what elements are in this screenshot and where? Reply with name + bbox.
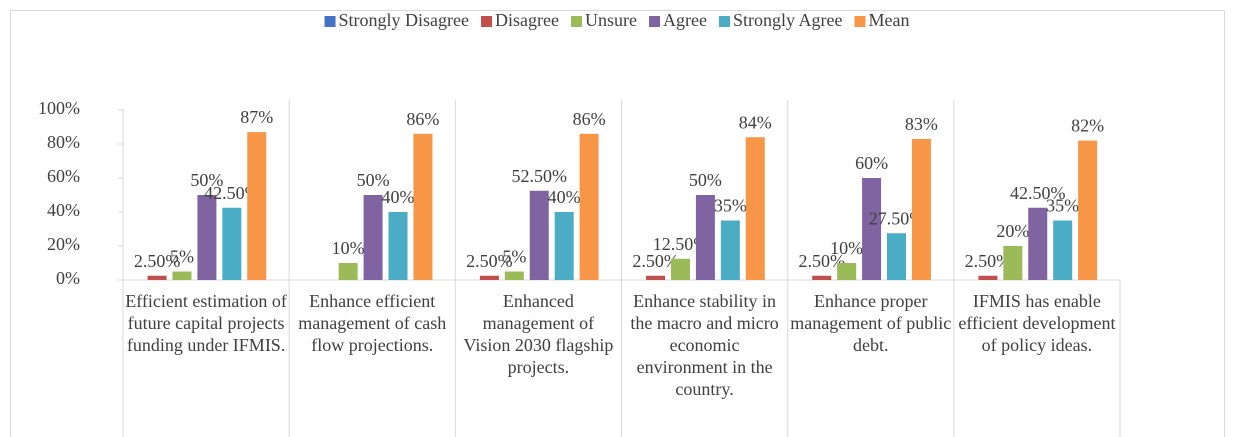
- bar: [579, 133, 599, 280]
- data-label: 40%: [382, 187, 415, 207]
- bar: [1028, 207, 1048, 280]
- bar: [695, 195, 715, 280]
- bar: [862, 178, 882, 280]
- bar: [147, 275, 167, 280]
- bar: [363, 195, 383, 280]
- x-tick-label: Enhanced management of Vision 2030 flags…: [463, 291, 614, 377]
- x-tick-label: Efficient estimation of future capital p…: [125, 291, 287, 355]
- bar: [812, 275, 832, 280]
- y-tick-label: 40%: [47, 200, 80, 220]
- data-label: 52.50%: [511, 166, 567, 186]
- data-label: 2.50%: [134, 251, 181, 271]
- bar: [887, 233, 907, 280]
- bar: [978, 275, 998, 280]
- legend-swatch: [324, 16, 336, 27]
- bar: [837, 263, 857, 280]
- bar: [388, 212, 408, 280]
- bar: [338, 263, 358, 280]
- bar: [172, 271, 192, 280]
- bar: [720, 220, 740, 280]
- bar: [1003, 246, 1023, 280]
- legend-label: Strongly Agree: [733, 10, 843, 30]
- y-tick-label: 60%: [47, 166, 80, 186]
- data-label: 50%: [689, 170, 722, 190]
- y-tick-label: 80%: [47, 132, 80, 152]
- chart-border: [10, 10, 1225, 437]
- bar: [504, 271, 524, 280]
- data-label: 86%: [573, 109, 606, 129]
- data-label: 2.50%: [466, 251, 513, 271]
- data-label: 42.50%: [1010, 183, 1066, 203]
- data-label: 35%: [1046, 196, 1079, 216]
- data-label: 2.50%: [632, 251, 679, 271]
- legend-label: Agree: [663, 10, 707, 30]
- legend-label: Unsure: [585, 10, 637, 30]
- legend-swatch: [854, 16, 866, 27]
- legend-swatch: [481, 16, 493, 27]
- bar: [413, 133, 433, 280]
- bar: [1078, 140, 1098, 280]
- data-label: 10%: [830, 238, 863, 258]
- bar: [745, 137, 765, 280]
- legend-swatch: [648, 16, 660, 27]
- data-label: 12.50%: [653, 234, 709, 254]
- data-label: 2.50%: [965, 251, 1012, 271]
- bar: [197, 195, 217, 280]
- y-tick-label: 20%: [47, 234, 80, 254]
- data-label: 83%: [905, 114, 938, 134]
- legend-swatch: [718, 16, 730, 27]
- x-tick-label: Enhance stability in the macro and micro…: [630, 291, 779, 399]
- bar: [670, 258, 690, 280]
- data-label: 86%: [406, 109, 439, 129]
- bar: [479, 275, 499, 280]
- x-tick-label: IFMIS has enable efficient development o…: [958, 291, 1116, 355]
- bar: [646, 275, 666, 280]
- data-label: 60%: [855, 153, 888, 173]
- bar: [911, 138, 931, 280]
- data-label: 5%: [502, 247, 526, 267]
- data-label: 10%: [332, 238, 365, 258]
- data-label: 50%: [357, 170, 390, 190]
- bar: [529, 190, 549, 280]
- legend-label: Strongly Disagree: [339, 10, 469, 30]
- bar: [222, 207, 242, 280]
- data-label: 35%: [714, 196, 747, 216]
- y-tick-label: 100%: [38, 98, 80, 118]
- y-tick-label: 0%: [56, 268, 80, 288]
- data-label: 42.50%: [204, 183, 260, 203]
- bar: [554, 212, 574, 280]
- data-label: 84%: [739, 112, 772, 132]
- x-tick-label: Enhance efficient management of cash flo…: [298, 291, 447, 355]
- data-label: 82%: [1071, 116, 1104, 136]
- data-label: 2.50%: [798, 251, 845, 271]
- data-label: 87%: [240, 107, 273, 127]
- data-label: 27.50%: [869, 208, 925, 228]
- data-label: 40%: [548, 187, 581, 207]
- bar: [1053, 220, 1073, 280]
- legend-swatch: [570, 16, 582, 27]
- legend-label: Mean: [868, 10, 909, 30]
- legend-label: Disagree: [495, 10, 559, 30]
- data-label: 5%: [170, 247, 194, 267]
- x-tick-label: Enhance proper management of public debt…: [790, 291, 952, 355]
- bar: [247, 132, 267, 280]
- data-label: 20%: [996, 221, 1029, 241]
- data-label: 50%: [190, 170, 223, 190]
